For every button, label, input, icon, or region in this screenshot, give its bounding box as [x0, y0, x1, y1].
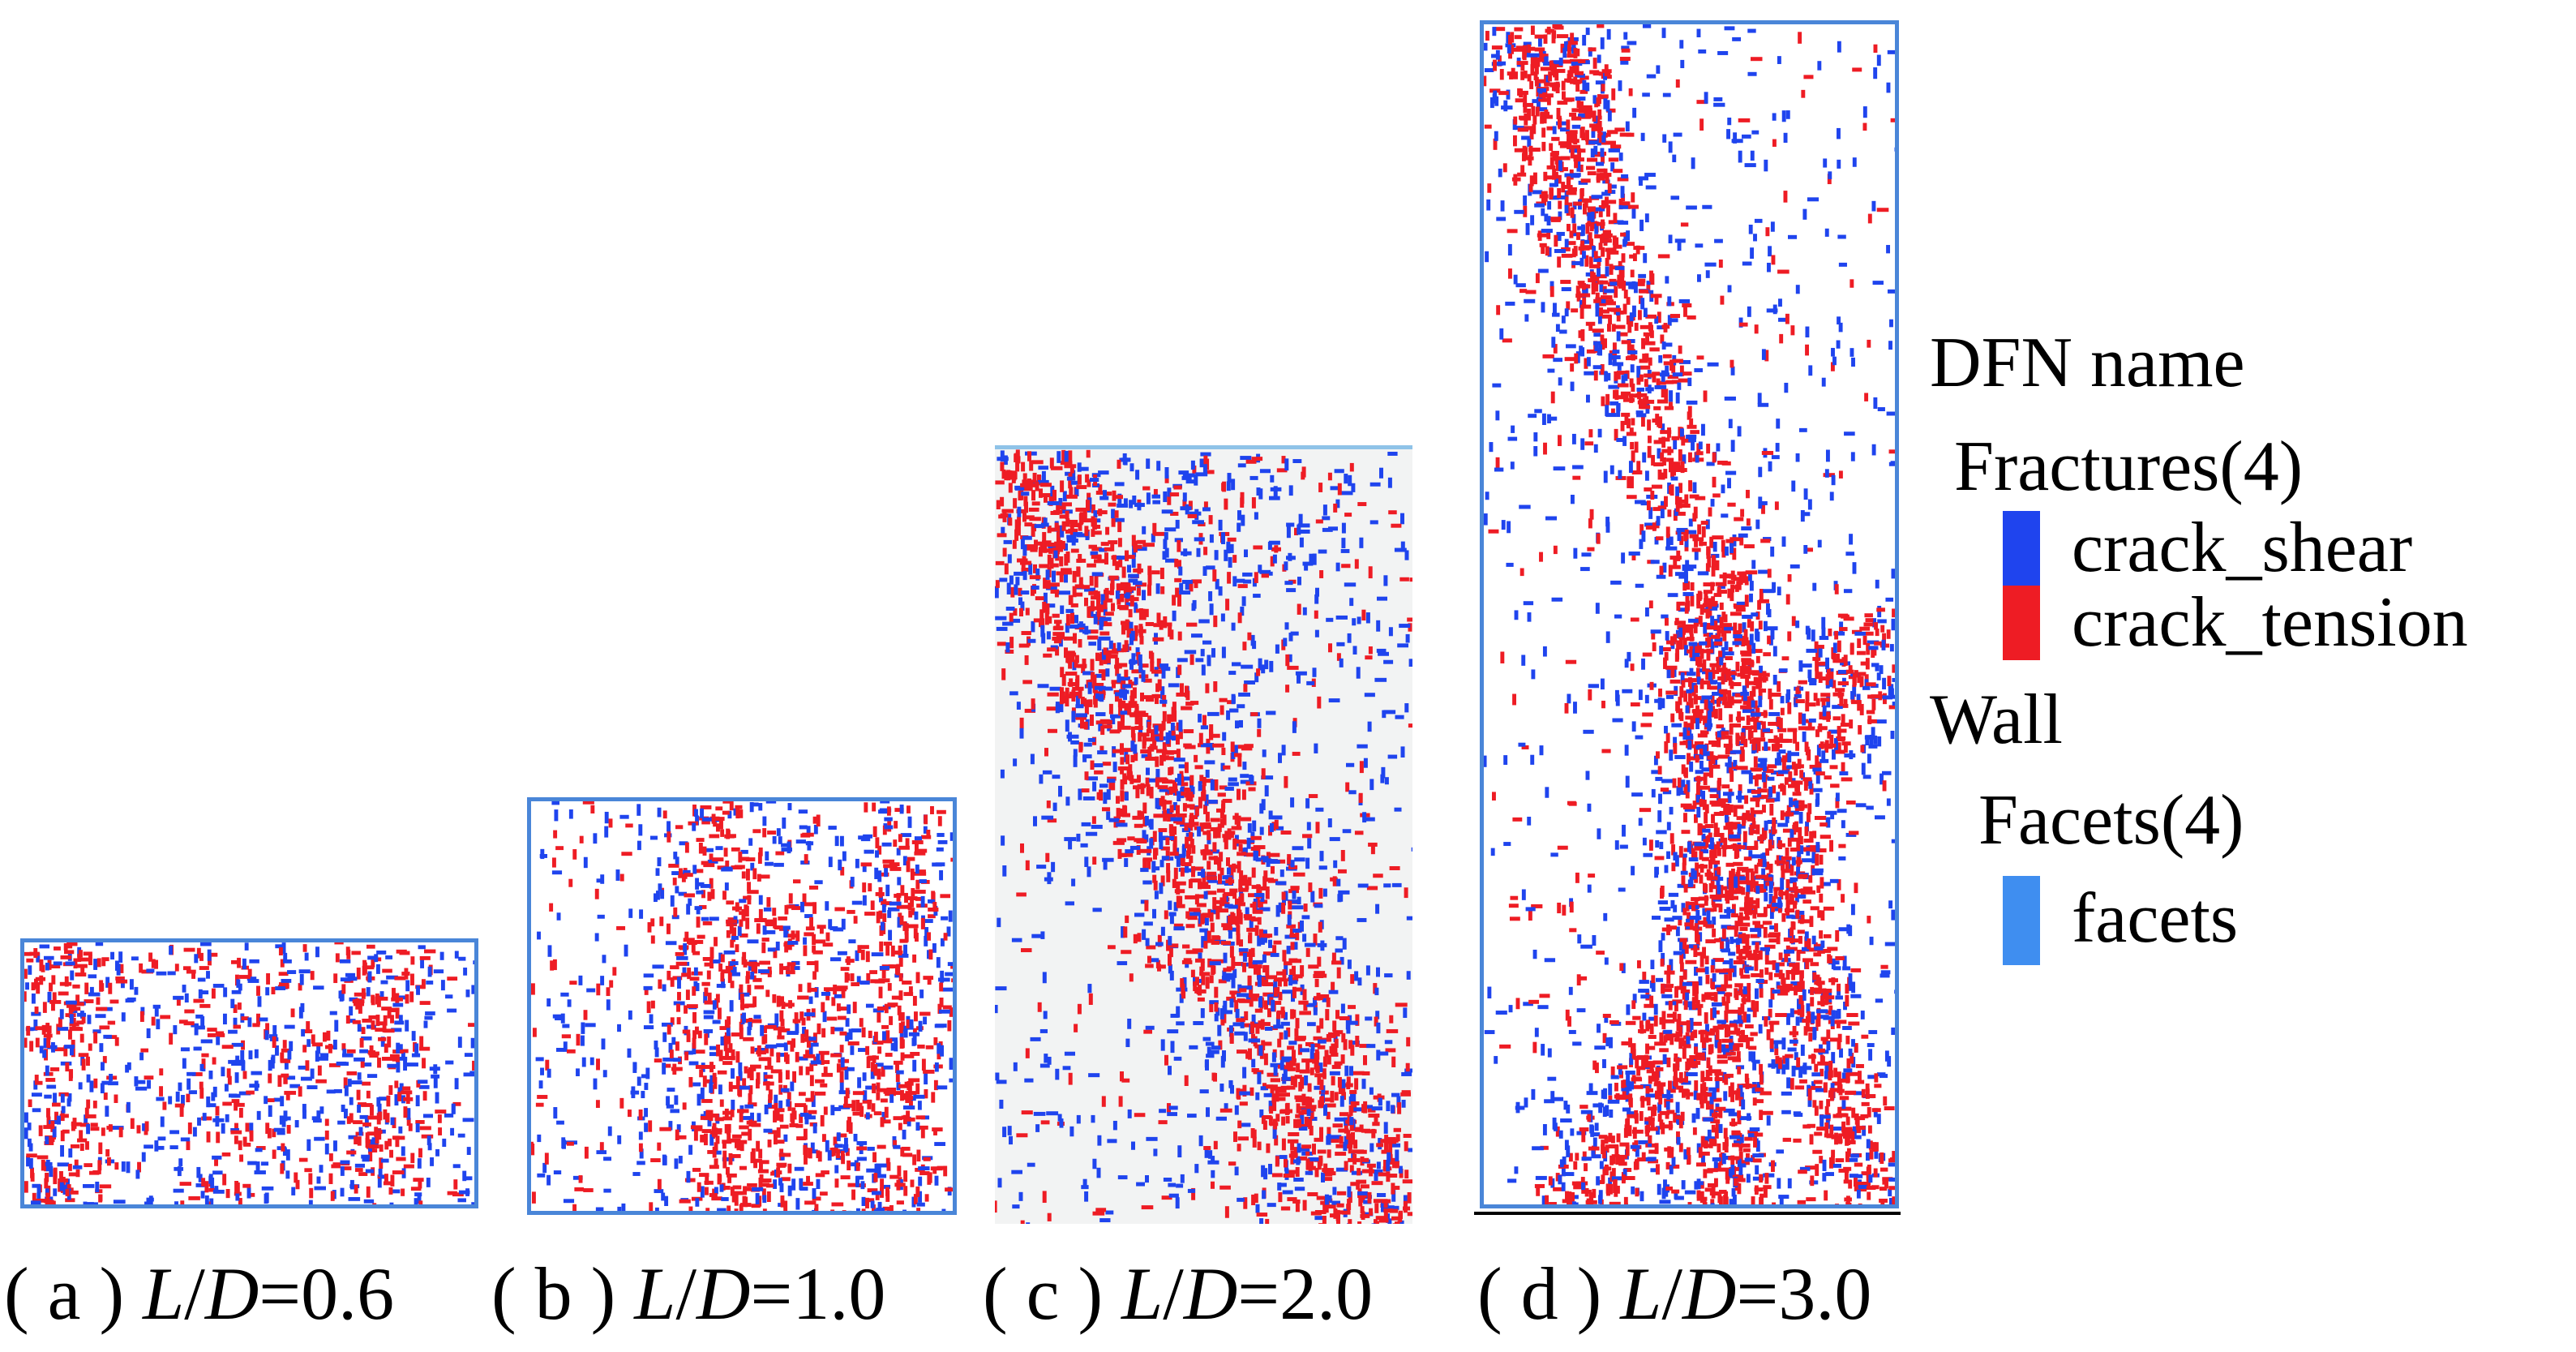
specimen-panel-b — [527, 797, 957, 1215]
crack-pattern-c — [995, 449, 1412, 1224]
crack-pattern-a — [24, 942, 474, 1204]
crack-pattern-b — [531, 801, 953, 1211]
specimen-panel-c — [995, 445, 1412, 1224]
specimen-panel-a — [20, 938, 478, 1208]
